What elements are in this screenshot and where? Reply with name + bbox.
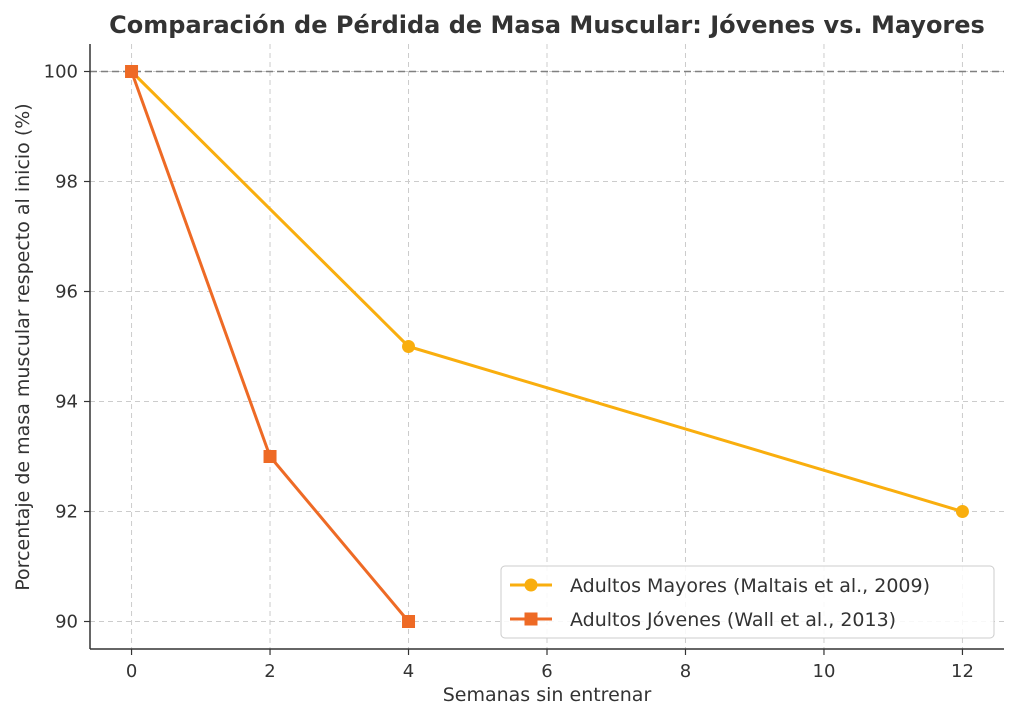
y-tick-label: 96	[55, 282, 78, 303]
x-tick-label: 6	[541, 661, 552, 682]
series-2	[125, 65, 416, 628]
y-axis-label: Porcentaje de masa muscular respecto al …	[12, 103, 34, 590]
series-group	[125, 65, 969, 628]
x-tick-label: 4	[403, 661, 414, 682]
data-point-circle	[955, 505, 969, 518]
y-tick-label: 92	[55, 502, 78, 523]
y-tick-label: 90	[55, 612, 78, 633]
grid	[90, 44, 1004, 649]
x-tick-label: 10	[813, 661, 836, 682]
axes	[84, 44, 1004, 655]
legend-marker-circle	[524, 578, 538, 592]
y-tick-label: 98	[55, 172, 78, 193]
y-tick-label: 94	[55, 392, 78, 413]
data-point-square	[402, 615, 416, 628]
x-axis-label: Semanas sin entrenar	[443, 684, 652, 706]
y-tick-label: 100	[44, 62, 78, 83]
data-point-square	[125, 65, 139, 78]
legend: Adultos Mayores (Maltais et al., 2009) Ad…	[500, 565, 995, 639]
tick-labels: 0 2 4 6 8 10 12 90 92 94 96 98 100	[44, 62, 974, 683]
x-tick-label: 2	[264, 661, 275, 682]
data-point-circle	[402, 340, 416, 353]
x-tick-label: 12	[951, 661, 974, 682]
legend-label: Adultos Jóvenes (Wall et al., 2013)	[570, 609, 896, 631]
legend-item-1: Adultos Mayores (Maltais et al., 2009)	[510, 575, 930, 597]
legend-label: Adultos Mayores (Maltais et al., 2009)	[570, 575, 930, 597]
x-tick-label: 8	[680, 661, 691, 682]
data-point-square	[263, 450, 277, 463]
x-tick-label: 0	[126, 661, 137, 682]
legend-marker-square	[524, 612, 538, 626]
legend-item-2: Adultos Jóvenes (Wall et al., 2013)	[510, 609, 896, 631]
chart-title: Comparación de Pérdida de Masa Muscular:…	[109, 11, 985, 39]
legend-box	[500, 565, 995, 639]
